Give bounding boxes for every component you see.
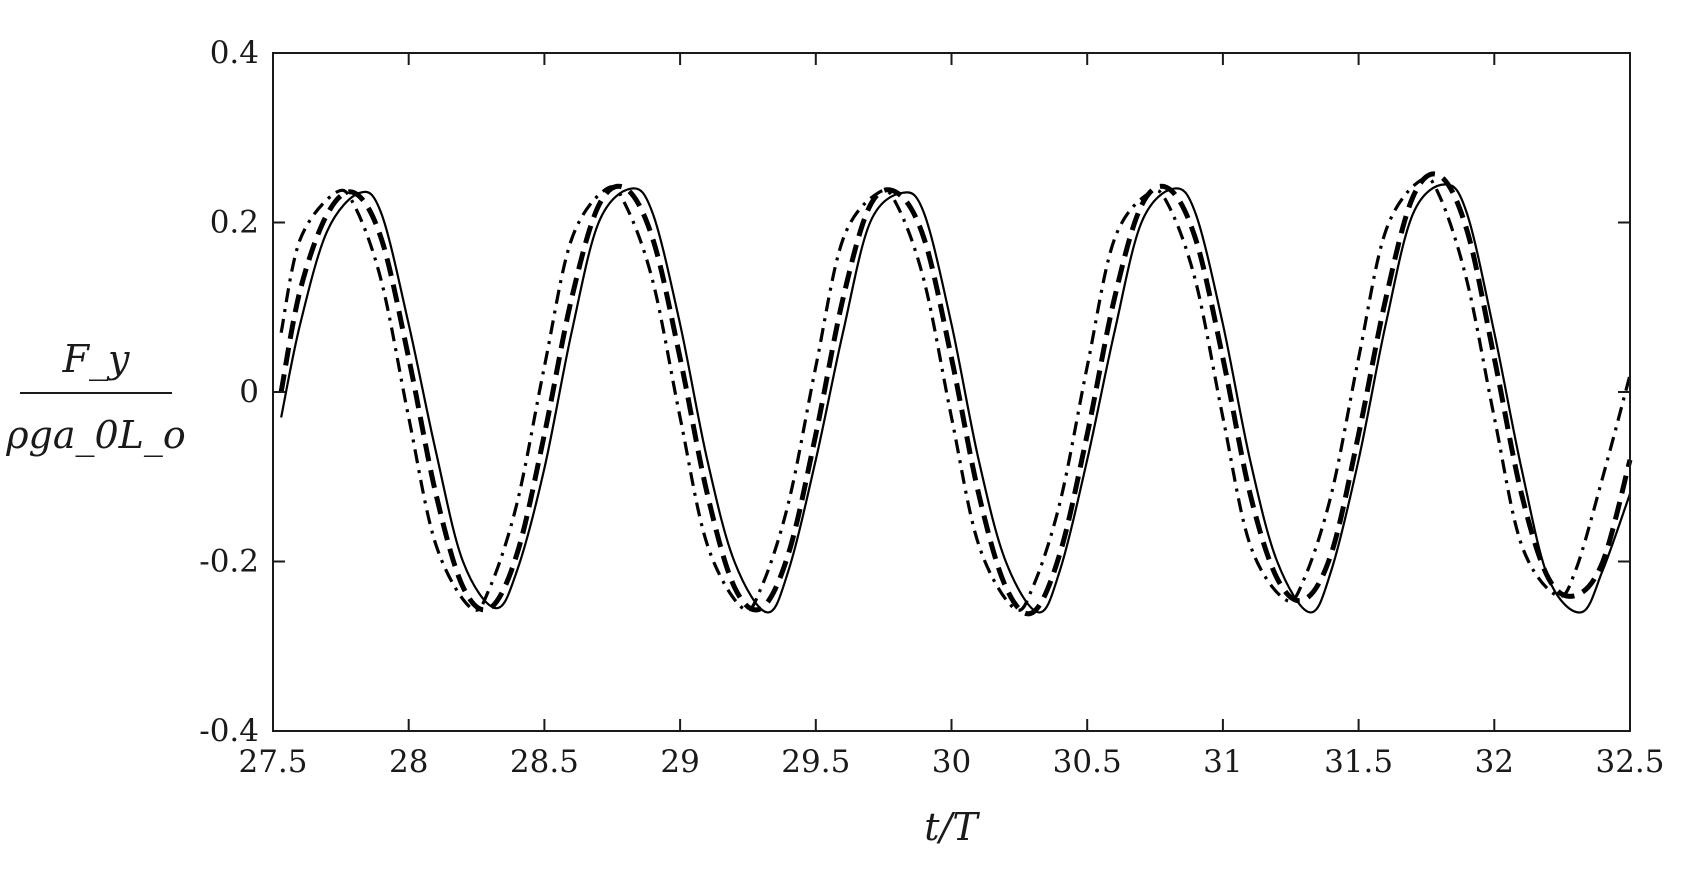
y-axis-label-denominator: ρga_0L_o xyxy=(5,413,186,458)
x-tick-label: 28.5 xyxy=(510,744,579,780)
x-tick-label: 29 xyxy=(660,744,699,780)
x-tick-label: 29.5 xyxy=(781,744,850,780)
x-tick-label: 27.5 xyxy=(238,744,307,780)
x-tick-label: 31.5 xyxy=(1324,744,1393,780)
y-axis-ticks: -0.4 -0.2 0 0.2 0.4 xyxy=(199,35,1630,749)
series-line-dashdot xyxy=(279,176,1632,612)
y-tick-label: -0.2 xyxy=(199,544,259,580)
x-tick-label: 28 xyxy=(389,744,428,780)
x-tick-label: 30 xyxy=(932,744,971,780)
x-axis-ticks: 27.5 28 28.5 29 29.5 30 30.5 31 31.5 32 32.5 xyxy=(238,53,1665,780)
x-tick-label: 32 xyxy=(1475,744,1514,780)
x-tick-label: 30.5 xyxy=(1053,744,1122,780)
y-tick-label: 0 xyxy=(239,374,259,410)
x-axis-label: t/T xyxy=(924,805,980,849)
x-tick-label: 32.5 xyxy=(1595,744,1664,780)
y-tick-label: -0.4 xyxy=(199,713,259,749)
y-tick-label: 0.2 xyxy=(210,205,259,241)
y-axis-label: F_y ρga_0L_o xyxy=(5,337,186,458)
series-line-dashed xyxy=(278,171,1633,617)
y-axis-label-numerator: F_y xyxy=(62,337,130,382)
plot-area-frame xyxy=(272,52,1631,732)
x-tick-label: 31 xyxy=(1203,744,1242,780)
series-line-solid xyxy=(280,183,1632,614)
series-layer xyxy=(278,171,1633,617)
y-tick-label: 0.4 xyxy=(210,35,259,71)
